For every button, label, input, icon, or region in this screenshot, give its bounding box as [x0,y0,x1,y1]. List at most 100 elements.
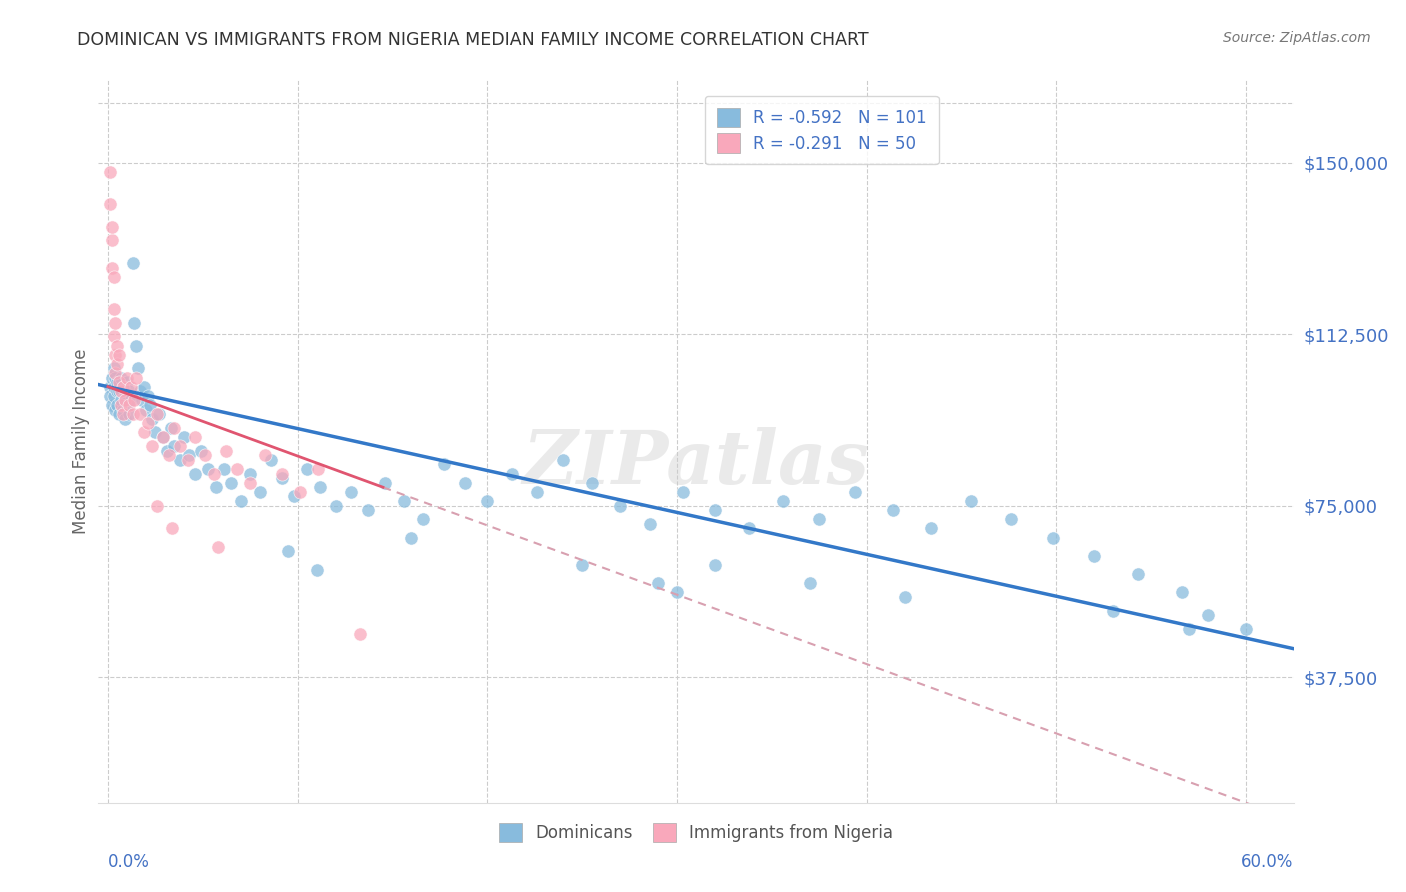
Point [121,256,143,270]
Point [108,375,131,389]
Point [325,499,347,513]
Point [108,348,131,362]
Point [640,516,662,531]
Point [609,499,631,513]
Point [152,430,174,444]
Point [120,379,142,393]
Point [110,398,132,412]
Point [138,398,160,412]
Point [125,370,148,384]
Point [124,316,146,330]
Point [647,576,669,591]
Point [357,503,380,517]
Point [157,448,180,462]
Point [219,475,242,490]
Point [214,443,236,458]
Point [131,393,153,408]
Point [104,402,127,417]
Point [105,398,128,412]
Point [202,467,225,481]
Point [260,453,283,467]
Point [112,402,135,417]
Text: 0.0%: 0.0% [108,854,150,871]
Point [844,484,866,499]
Point [108,384,131,399]
Point [115,375,138,389]
Point [105,384,128,399]
Point [249,484,271,499]
Point [98,196,121,211]
Point [114,389,136,403]
Point [124,393,146,408]
Point [163,421,186,435]
Point [156,443,179,458]
Point [143,425,166,440]
Point [121,407,143,421]
Point [960,494,983,508]
Point [125,338,148,352]
Point [127,361,149,376]
Point [374,475,396,490]
Point [132,425,155,440]
Point [225,462,247,476]
Point [190,443,212,458]
Point [115,398,138,412]
Point [114,411,136,425]
Point [229,494,252,508]
Point [141,411,163,425]
Point [103,301,125,316]
Point [207,540,229,554]
Point [129,384,152,399]
Point [401,531,423,545]
Point [98,165,121,179]
Point [212,462,235,476]
Point [1042,531,1064,545]
Point [110,393,132,408]
Point [146,407,169,421]
Point [105,357,128,371]
Point [112,407,135,421]
Point [453,475,475,490]
Point [104,316,127,330]
Point [108,407,131,421]
Point [305,563,328,577]
Point [477,494,499,508]
Point [349,626,371,640]
Point [738,521,761,535]
Point [571,558,593,572]
Point [100,370,122,384]
Point [808,512,831,526]
Point [271,467,294,481]
Point [433,458,456,472]
Point [104,348,127,362]
Point [194,448,217,462]
Point [103,361,125,376]
Point [120,393,142,408]
Point [184,467,207,481]
Point [553,453,575,467]
Point [118,407,141,421]
Point [197,462,219,476]
Point [115,370,138,384]
Point [162,521,184,535]
Point [277,544,299,558]
Point [114,393,136,408]
Point [1178,622,1201,636]
Point [146,499,169,513]
Point [254,448,277,462]
Point [105,338,128,352]
Text: 60.0%: 60.0% [1241,854,1294,871]
Point [100,398,122,412]
Point [184,430,207,444]
Point [772,494,794,508]
Point [169,439,191,453]
Point [103,269,125,284]
Point [703,503,725,517]
Point [799,576,821,591]
Point [392,494,415,508]
Point [135,402,157,417]
Point [501,467,523,481]
Point [104,370,127,384]
Point [100,260,122,275]
Point [152,430,174,444]
